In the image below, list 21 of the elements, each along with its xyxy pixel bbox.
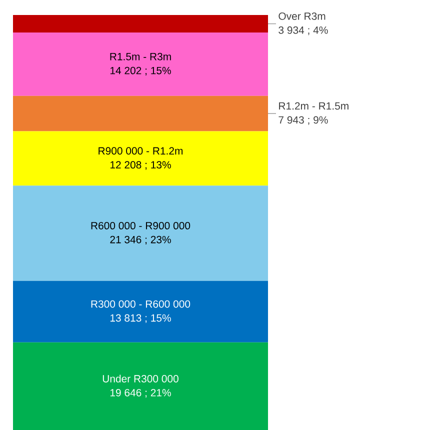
bar xyxy=(13,280,268,342)
bar xyxy=(13,131,268,186)
series-label: Over R3m xyxy=(278,12,326,20)
bar xyxy=(13,186,268,281)
series-label: R1.2m - R1.5m xyxy=(279,102,348,110)
data-label: 3 934 ; 4% xyxy=(278,26,328,36)
series-label: Under R300 000 xyxy=(102,374,178,382)
bar xyxy=(13,32,268,96)
series-label: R1.5m - R3m xyxy=(110,52,171,60)
series-label: R900 000 - R1.2m xyxy=(98,147,183,155)
bar xyxy=(13,342,268,430)
series-label: R600 000 - R900 000 xyxy=(91,222,190,230)
data-label: 7 943 ; 9% xyxy=(278,116,328,125)
data-label: 13 813 ; 15% xyxy=(110,314,171,323)
bar xyxy=(13,96,268,132)
data-label: 19 646 ; 21% xyxy=(110,389,171,398)
data-label: 12 208 ; 13% xyxy=(110,161,171,170)
data-label: 21 346 ; 23% xyxy=(110,236,171,245)
data-label: 14 202 ; 15% xyxy=(110,66,171,76)
bar xyxy=(13,14,268,33)
series-label: R300 000 - R600 000 xyxy=(91,300,190,308)
